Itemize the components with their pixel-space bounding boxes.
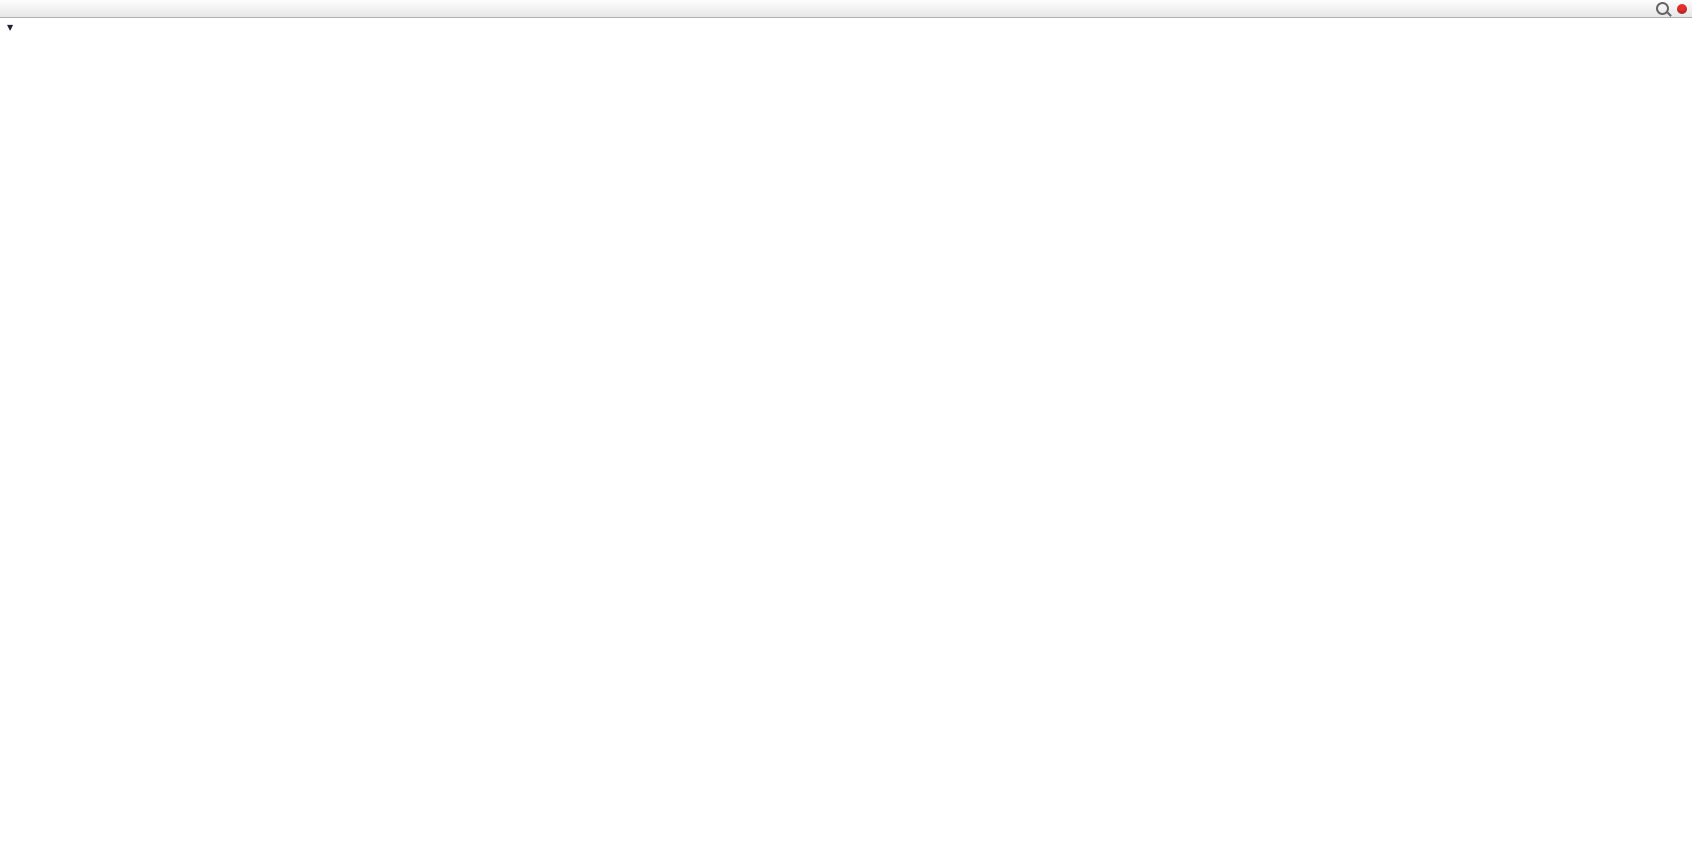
- notification-badge[interactable]: [1677, 3, 1687, 14]
- main-toolbar: [0, 0, 1692, 18]
- toolbar-right-tools: [1656, 2, 1687, 15]
- chart-title: ▼: [7, 23, 17, 32]
- collapse-arrow-icon[interactable]: ▼: [7, 23, 14, 32]
- search-icon[interactable]: [1656, 2, 1669, 15]
